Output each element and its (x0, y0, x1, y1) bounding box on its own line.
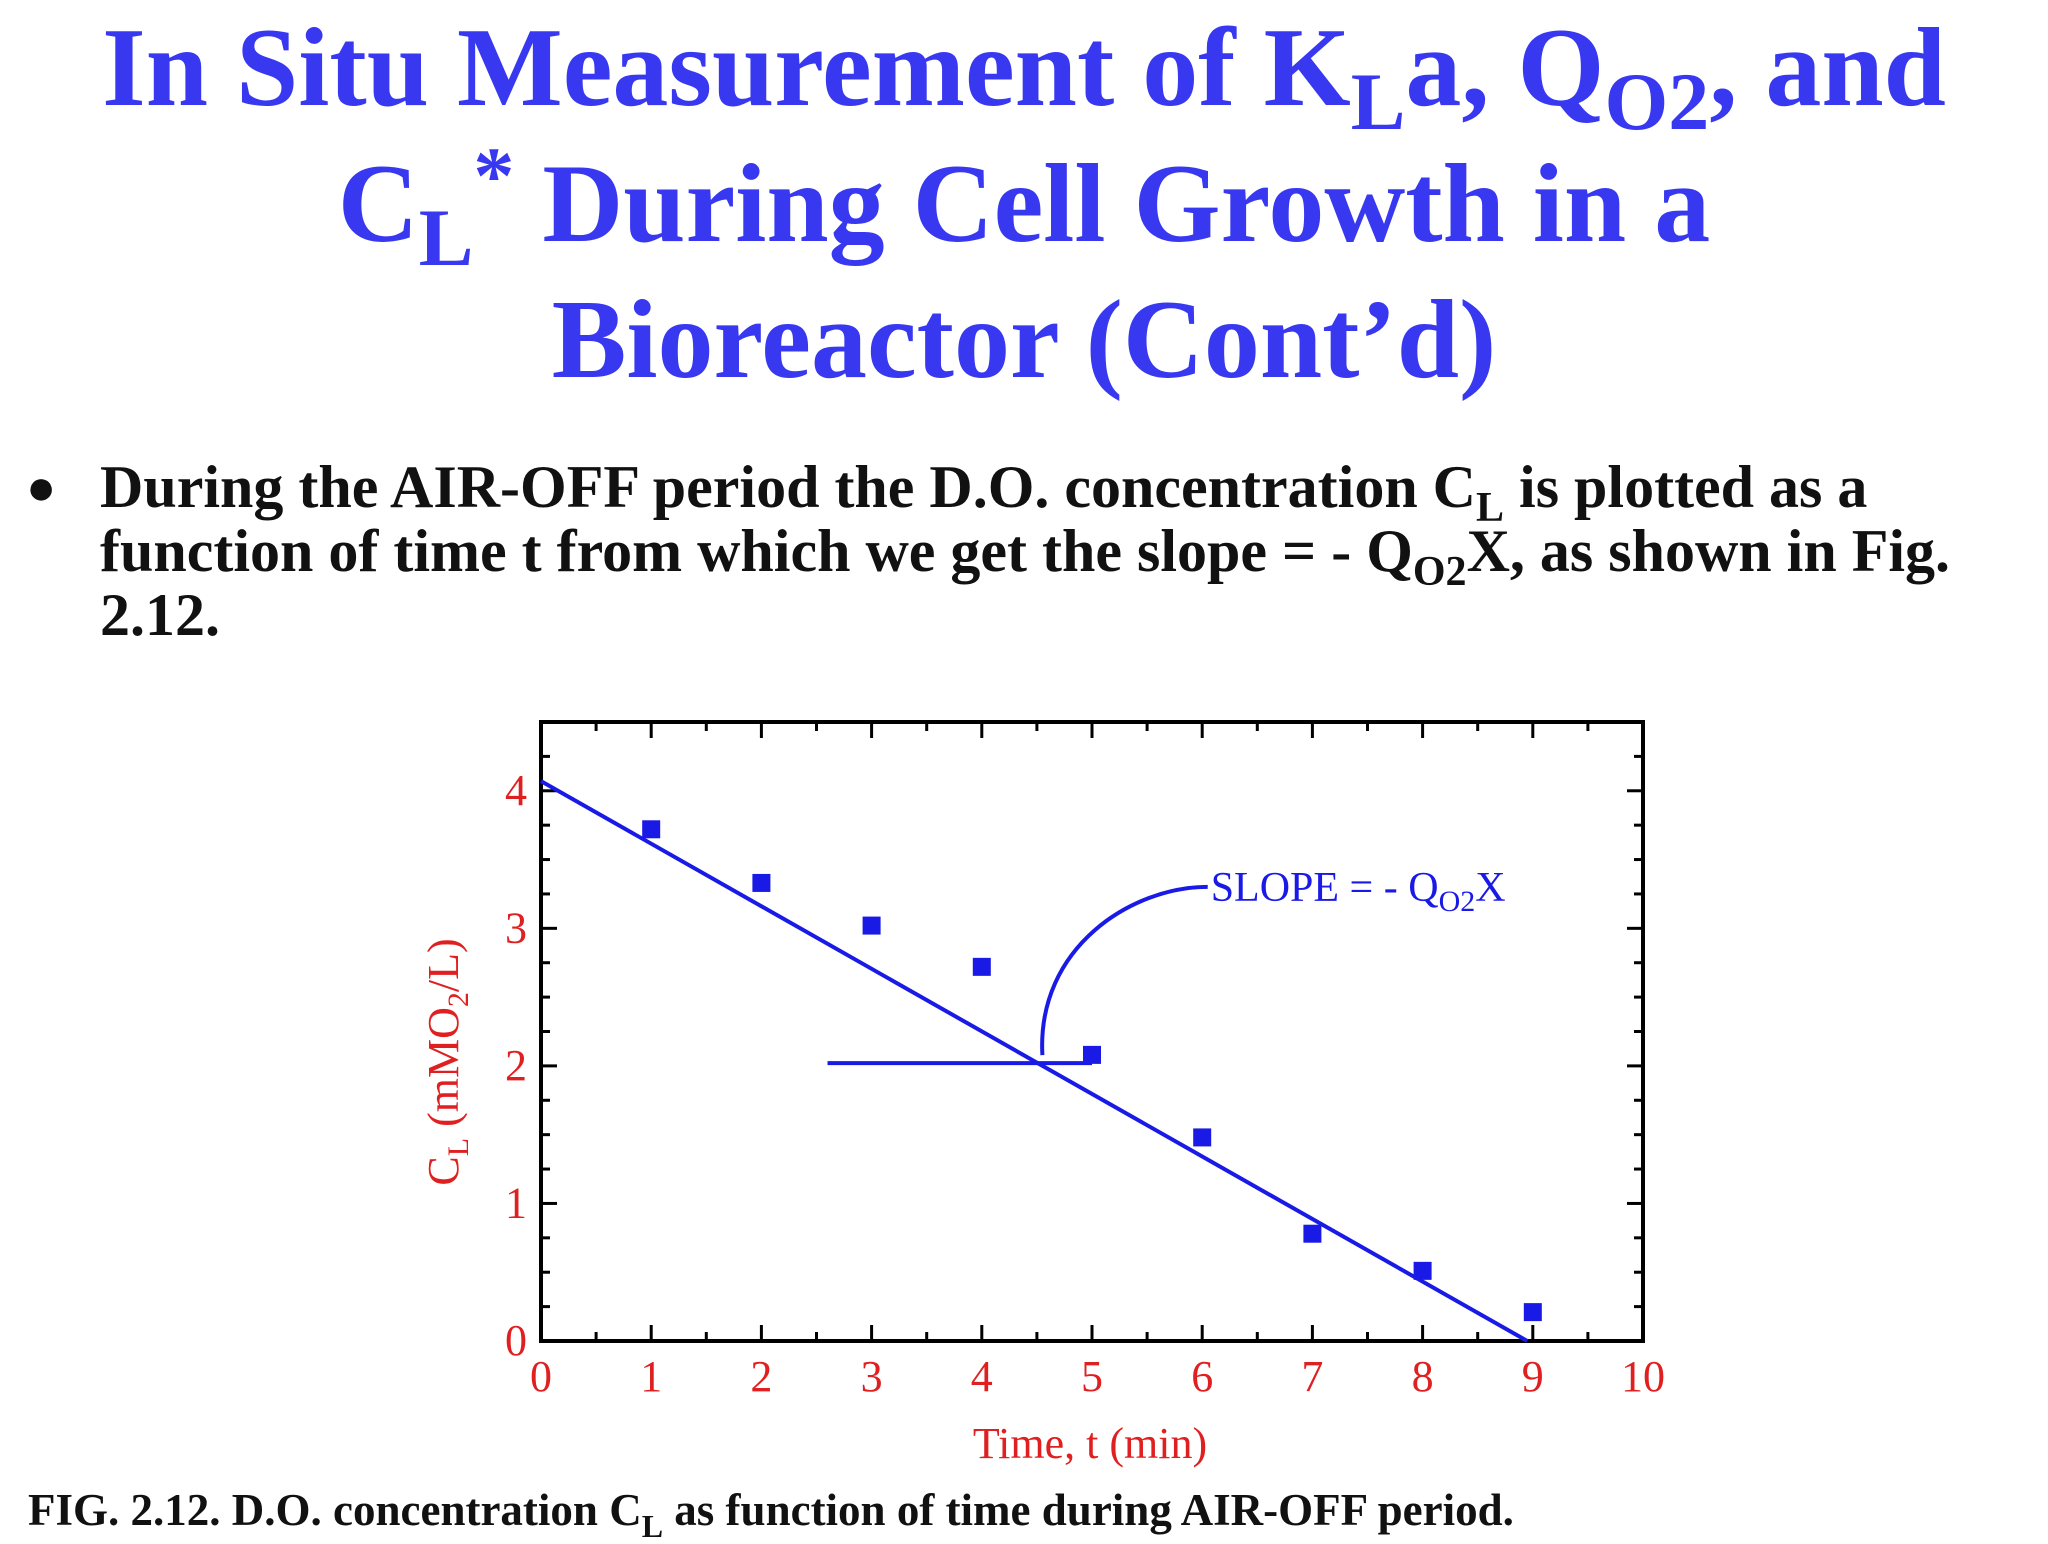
y-axis-label-unit-subscript: 2 (442, 992, 475, 1007)
x-tick-label: 9 (1522, 1352, 1544, 1401)
fit-line-layer (540, 779, 1529, 1343)
slope-leader-curve (1040, 884, 1208, 1056)
bullet-text-part: is plotted as a function of time t from … (100, 454, 1868, 584)
x-tick-label: 7 (1301, 1352, 1323, 1401)
x-tick-label: 2 (750, 1352, 772, 1401)
title-line-2: CL* During Cell Growth in a (0, 135, 2048, 279)
y-axis-label-unit: /L) (419, 938, 468, 992)
x-tick-label: 10 (1621, 1352, 1665, 1401)
slope-label: SLOPE = - QO2X (1211, 865, 1506, 918)
plot-frame (539, 720, 1645, 1343)
caption-text: as function of time during AIR-OFF perio… (663, 1485, 1514, 1535)
slope-label-text: SLOPE = - Q (1211, 865, 1439, 911)
data-point (1413, 1261, 1432, 1280)
slope-label-text: X (1475, 865, 1505, 911)
y-tick-label: 0 (505, 1316, 527, 1365)
title-text: C (337, 142, 419, 266)
bullet-dot-icon: ● (26, 459, 57, 515)
data-point (1193, 1128, 1212, 1147)
x-tick-label: 0 (530, 1352, 552, 1401)
bullet-text-part: X, as shown in Fig. 2.12. (100, 518, 1951, 648)
tick-labels: 0 1 2 3 4 5 6 7 8 9 10 0 1 2 3 4 (505, 766, 1665, 1401)
figure-caption: FIG. 2.12. D.O. concentration CL as func… (28, 1485, 1514, 1542)
title-subscript: L (418, 192, 474, 283)
title-text: During Cell Growth in a (514, 142, 1711, 266)
data-point (642, 820, 661, 839)
slope-annotation: SLOPE = - QO2X (827, 865, 1506, 1066)
x-tick-label: 8 (1412, 1352, 1434, 1401)
y-tick-label: 2 (505, 1041, 527, 1090)
caption-text: FIG. 2.12. D.O. concentration C (28, 1485, 642, 1535)
data-point (1303, 1224, 1322, 1243)
slide-title: In Situ Measurement of KLa, QO2, and CL*… (0, 0, 2048, 408)
data-point (862, 916, 881, 935)
x-tick-label: 1 (640, 1352, 662, 1401)
title-subscript: L (1350, 56, 1406, 147)
title-subscript: O2 (1604, 56, 1710, 147)
axis-ticks (539, 720, 1645, 1343)
y-axis-label: CL (mMO2/L) (419, 938, 475, 1185)
x-tick-label: 6 (1191, 1352, 1213, 1401)
data-point (1083, 1045, 1101, 1064)
y-axis-label-unit: (mMO (419, 1007, 468, 1138)
title-text: , and (1709, 6, 1946, 130)
caption-subscript: L (641, 1508, 664, 1544)
data-points (642, 820, 1542, 1322)
slope-label-subscript: O2 (1439, 885, 1476, 918)
bullet-subscript: O2 (1412, 549, 1467, 595)
bullet-text: During the AIR-OFF period the D.O. conce… (100, 455, 2020, 647)
y-tick-label: 3 (505, 903, 527, 952)
y-axis-label-main: C (419, 1156, 468, 1185)
data-point (752, 873, 771, 892)
x-tick-label: 3 (861, 1352, 883, 1401)
bullet-text-part: During the AIR-OFF period the D.O. conce… (100, 454, 1477, 520)
title-line-1: In Situ Measurement of KLa, QO2, and (0, 0, 2048, 143)
title-text: In Situ Measurement of K (102, 6, 1351, 130)
title-line-3: Bioreactor (Cont’d) (551, 278, 1497, 402)
data-point (1523, 1303, 1542, 1322)
fit-line (540, 779, 1529, 1343)
y-axis-label-subscript: L (442, 1138, 475, 1156)
y-tick-label: 4 (505, 766, 527, 815)
data-point (972, 957, 991, 976)
title-text: a, Q (1405, 6, 1605, 130)
x-axis-label: Time, t (min) (973, 1419, 1207, 1468)
plot-frame-rect (539, 720, 1645, 1343)
y-tick-label: 1 (505, 1178, 527, 1227)
x-tick-label: 4 (971, 1352, 993, 1401)
title-superscript: * (473, 130, 515, 221)
x-tick-label: 5 (1081, 1352, 1103, 1401)
